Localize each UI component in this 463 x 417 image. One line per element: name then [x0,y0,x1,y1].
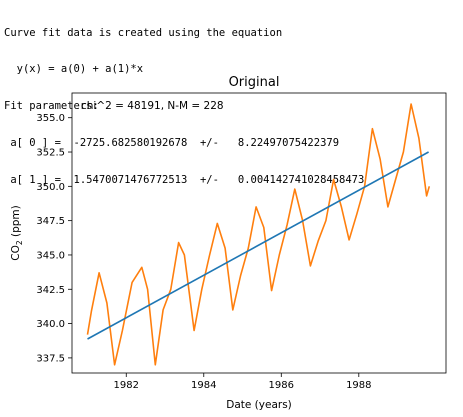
y-tick-label: 350.0 [36,182,65,193]
y-axis-label-unit: (ppm) [10,205,22,240]
x-tick-label: 1988 [346,380,371,391]
y-tick-label: 337.5 [36,353,65,364]
x-tick-label: 1982 [114,380,139,391]
y-tick-label: 347.5 [36,216,65,227]
y-axis-label-main: CO [10,245,22,261]
y-tick-label: 355.0 [36,113,65,124]
plot-frame [72,93,446,373]
chi-square-annotation: chi^2 = 48191, N-M = 228 [81,100,224,112]
series-line-0 [88,104,430,365]
y-tick-label: 342.5 [36,285,65,296]
series-layer [88,104,430,365]
chart-title: Original [229,75,280,90]
x-tick-label: 1984 [191,380,216,391]
series-line-1 [88,152,429,339]
y-tick-label: 340.0 [36,319,65,330]
y-axis-label: CO2 (ppm) [10,205,24,260]
x-axis-label: Date (years) [226,399,292,411]
x-tick-label: 1986 [269,380,294,391]
axis-ticks: 1982 1984 1986 1988 337.5 340.0 342.5 345.0 347.… [36,113,371,391]
y-tick-label: 352.5 [36,148,65,159]
y-tick-label: 345.0 [36,250,65,261]
